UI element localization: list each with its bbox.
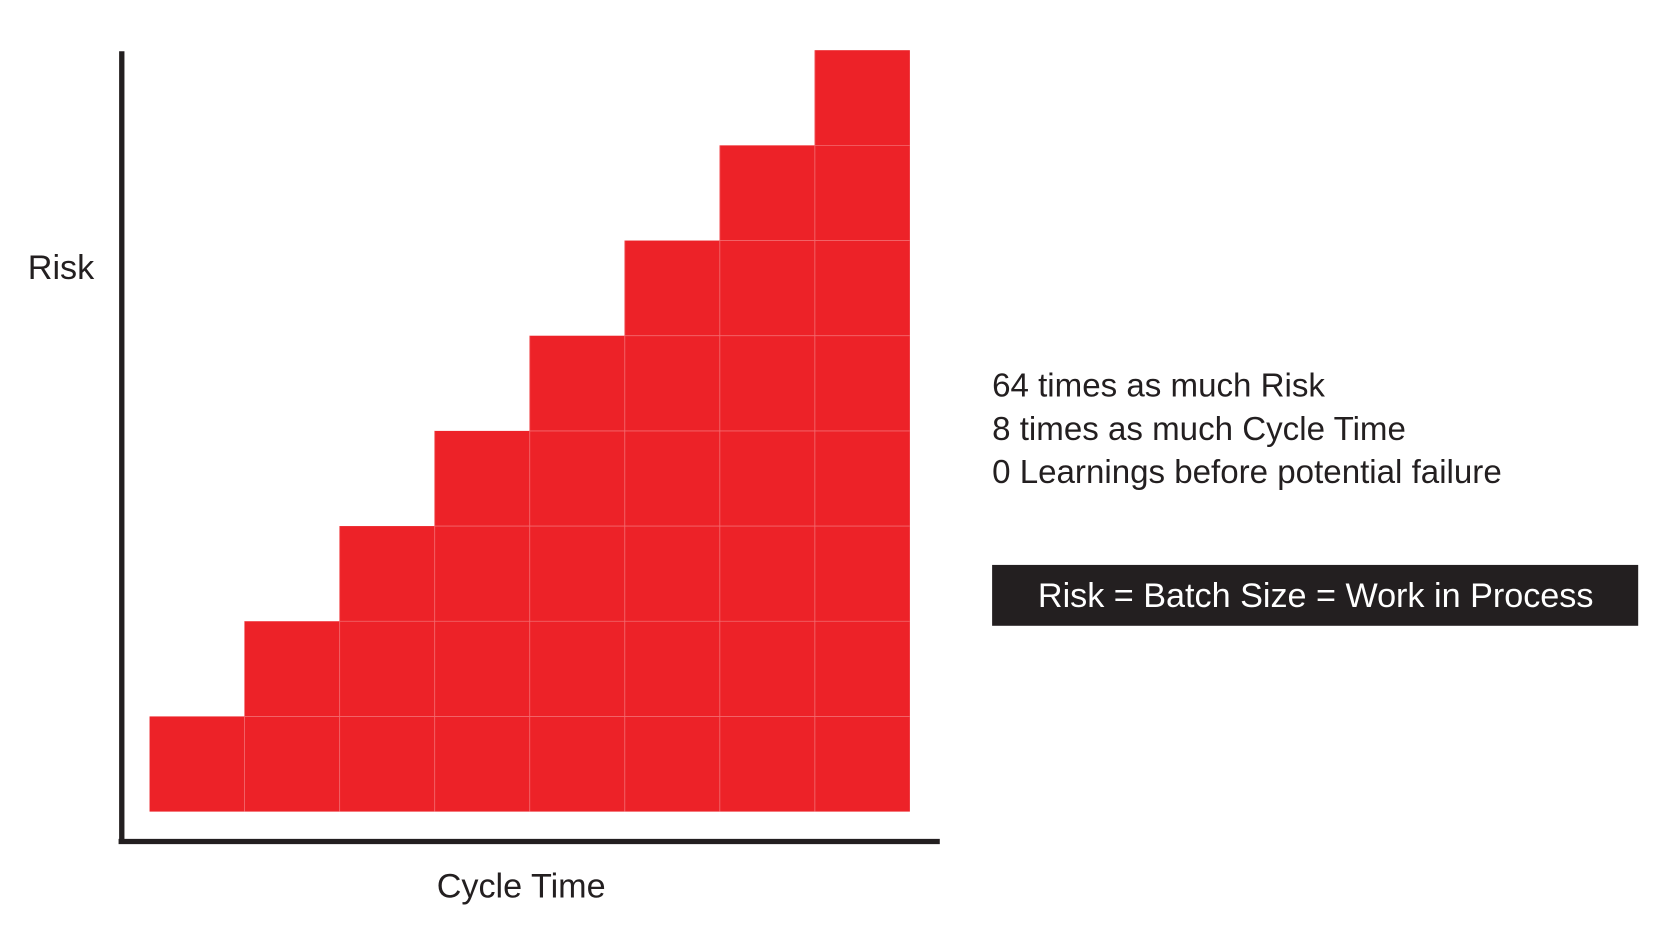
callout-text: Risk = Batch Size = Work in Process [1038, 577, 1594, 615]
annotation: 0 Learnings before potential failure [992, 454, 1502, 491]
bar [339, 526, 435, 812]
bar [719, 145, 815, 812]
annotation: 64 times as much Risk [992, 367, 1325, 404]
x-axis-label: Cycle Time [437, 868, 606, 906]
bar [149, 716, 245, 812]
bar [529, 335, 625, 812]
callout-box [992, 564, 1639, 626]
y-axis-label: Risk [28, 249, 95, 287]
annotation: 8 times as much Cycle Time [992, 411, 1406, 448]
